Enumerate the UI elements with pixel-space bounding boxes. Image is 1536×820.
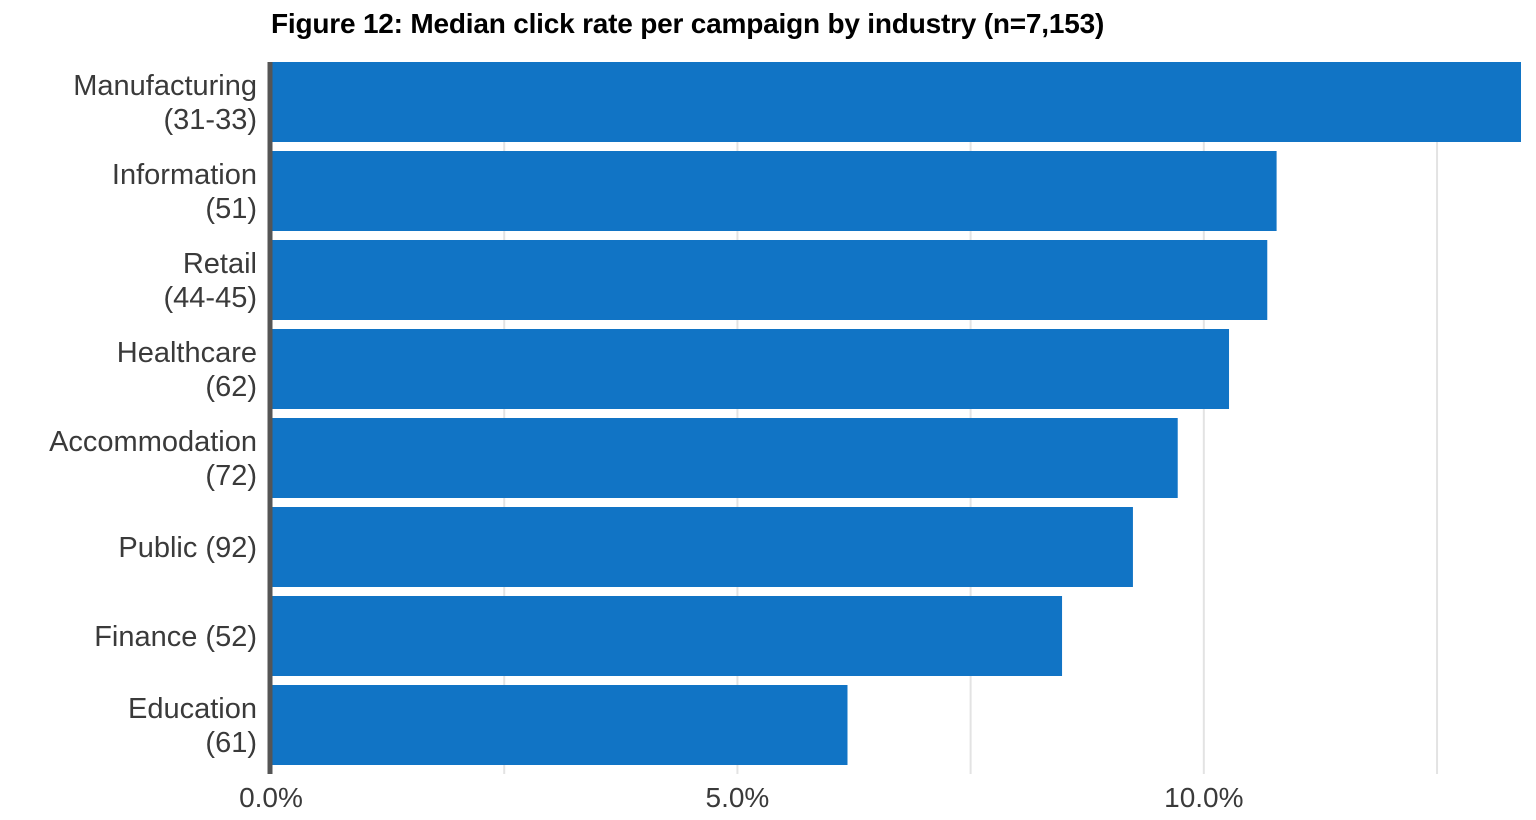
category-label: (51) bbox=[205, 193, 257, 225]
bar bbox=[271, 418, 1178, 498]
category-label: (44-45) bbox=[164, 282, 258, 314]
category-label: Information bbox=[112, 159, 257, 191]
category-label: (61) bbox=[205, 727, 257, 759]
bar-layer bbox=[271, 62, 1521, 765]
category-label: (62) bbox=[205, 371, 257, 403]
category-label: Manufacturing bbox=[73, 70, 257, 102]
category-label: Accommodation bbox=[49, 426, 257, 458]
chart-title: Figure 12: Median click rate per campaig… bbox=[271, 8, 1105, 39]
bar bbox=[271, 329, 1230, 409]
category-label: Public (92) bbox=[118, 532, 257, 564]
category-label: Healthcare bbox=[117, 337, 257, 369]
bar bbox=[271, 240, 1268, 320]
x-axis-ticks: 0.0% 5.0% 10.0% bbox=[239, 782, 1243, 813]
bar bbox=[271, 507, 1133, 587]
bar bbox=[271, 685, 848, 765]
category-label: Education bbox=[128, 693, 257, 725]
category-label: Retail bbox=[183, 248, 257, 280]
bar bbox=[271, 151, 1277, 231]
x-tick-label: 0.0% bbox=[239, 782, 303, 813]
category-label: (31-33) bbox=[164, 104, 258, 136]
bar bbox=[271, 596, 1063, 676]
x-tick-label: 10.0% bbox=[1164, 782, 1243, 813]
category-labels: Manufacturing(31-33) Information(51) Retai… bbox=[49, 70, 257, 759]
bar bbox=[271, 62, 1521, 142]
category-label: Finance (52) bbox=[94, 621, 257, 653]
x-tick-label: 5.0% bbox=[706, 782, 770, 813]
category-label: (72) bbox=[205, 460, 257, 492]
